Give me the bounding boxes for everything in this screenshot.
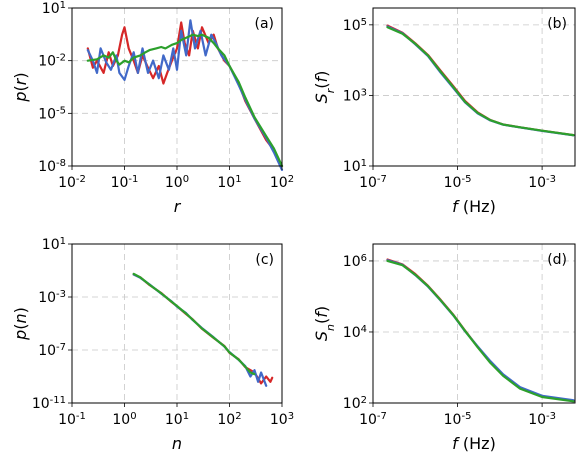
x-tick-label: 10-5 (444, 174, 472, 192)
panel-b: 10-7 10-5 10-3 101 103 105 (b) f (Hz) Sr(f) (312, 7, 576, 216)
x-tick-label: 102 (217, 411, 241, 429)
y-tick-label: 101 (42, 236, 66, 254)
panel-label: (c) (255, 252, 274, 268)
y-tick-label: 10-3 (38, 289, 66, 307)
x-tick-label: 10-1 (111, 174, 139, 192)
panel-label: (d) (547, 252, 567, 268)
x-tick-label: 100 (165, 174, 189, 192)
series-line-1 (386, 258, 575, 402)
y-tick-label: 105 (343, 16, 367, 34)
y-axis-label: Sn(f) (312, 306, 337, 341)
x-tick-label: 101 (165, 411, 189, 429)
x-axis-label: f (Hz) (452, 434, 496, 453)
x-tick-label: 10-1 (58, 411, 86, 429)
x-tick-label: 10-7 (359, 411, 387, 429)
x-tick-label: 10-3 (528, 174, 556, 192)
y-tick-label: 103 (343, 87, 367, 105)
x-axis-label: n (172, 434, 182, 453)
series-line-2 (386, 259, 575, 402)
y-tick-label: 10-7 (38, 342, 66, 360)
series-line-3 (386, 26, 575, 137)
x-tick-label: 10-3 (528, 411, 556, 429)
series-line-3 (386, 259, 575, 403)
x-tick-label: 102 (270, 174, 294, 192)
y-tick-label: 102 (343, 395, 367, 413)
y-tick-label: 10-8 (38, 158, 66, 176)
plot-frame (372, 7, 576, 167)
y-tick-label: 104 (343, 323, 367, 341)
x-tick-label: 10-2 (58, 174, 86, 192)
panel-label: (b) (547, 16, 567, 32)
y-tick-label: 101 (343, 158, 367, 176)
series-line-1 (386, 24, 575, 137)
x-tick-label: 100 (112, 411, 136, 429)
panel-d: 10-7 10-5 10-3 102 104 106 (d) f (Hz) Sn(f) (312, 243, 576, 453)
y-tick-label: 101 (42, 0, 66, 17)
series-line-3 (132, 272, 256, 376)
y-axis-label: p(n) (11, 307, 30, 341)
y-tick-label: 10-11 (32, 395, 66, 413)
plot-frame (372, 243, 576, 404)
y-axis-label: p(r) (11, 72, 30, 102)
y-tick-label: 106 (343, 252, 367, 270)
x-axis-label: f (Hz) (452, 197, 496, 216)
panel-label: (a) (254, 16, 274, 32)
panel-a: 10-2 10-1 100 101 102 10-8 10-5 10-2 101 (a) r p(r) (11, 0, 294, 216)
x-tick-label: 10-5 (444, 411, 472, 429)
series-line-3 (86, 33, 284, 168)
y-tick-label: 10-2 (38, 52, 66, 70)
x-tick-label: 10-7 (359, 174, 387, 192)
y-tick-label: 10-5 (38, 105, 66, 123)
panel-c: 10-1 100 101 102 103 10-11 10-7 10-3 101 (c) n p(n) (11, 236, 294, 454)
x-tick-label: 103 (270, 411, 294, 429)
y-axis-label: Sr(f) (312, 71, 337, 104)
x-tick-label: 101 (217, 174, 241, 192)
x-axis-label: r (174, 197, 182, 216)
